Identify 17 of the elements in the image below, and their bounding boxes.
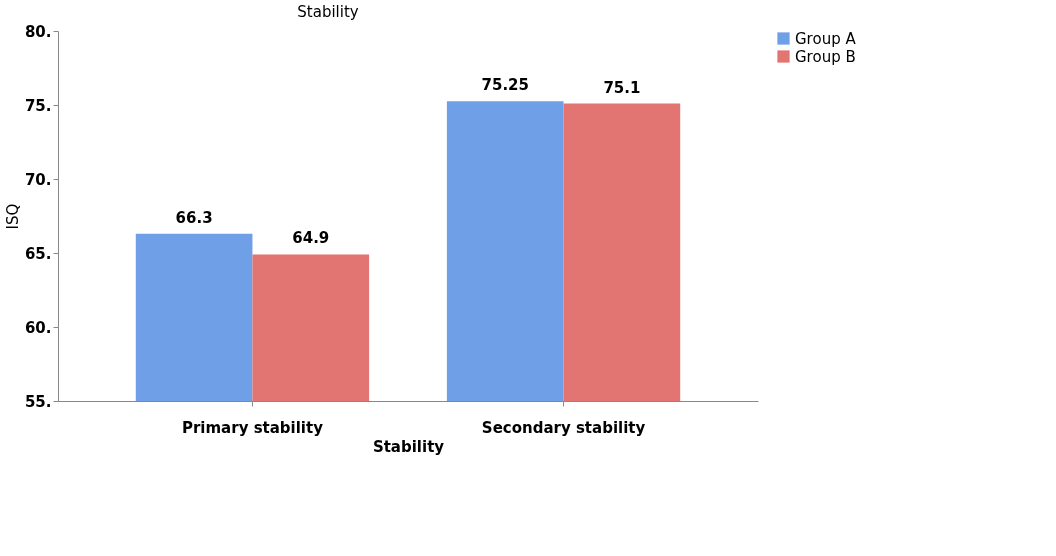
y-tick-label: 75. — [24, 96, 52, 115]
x-tick-label: Primary stability — [181, 418, 324, 437]
y-axis-title: ISQ — [3, 203, 22, 230]
y-tick-label: 60. — [24, 318, 52, 337]
legend-label: Group B — [795, 47, 856, 66]
x-tick-label: Secondary stability — [481, 418, 646, 437]
y-tick-label: 65. — [24, 244, 52, 263]
data-label: 75.1 — [603, 78, 641, 97]
data-label: 75.25 — [481, 76, 529, 95]
y-tick-label: 55. — [24, 392, 52, 411]
y-tick-label: 80. — [24, 22, 52, 41]
legend-label: Group A — [795, 29, 857, 48]
y-tick-label: 70. — [24, 170, 52, 189]
data-label: 64.9 — [292, 229, 330, 248]
data-label: 66.3 — [175, 208, 213, 227]
chart-title: Stability — [297, 3, 359, 21]
x-axis-title: Stability — [372, 437, 445, 456]
